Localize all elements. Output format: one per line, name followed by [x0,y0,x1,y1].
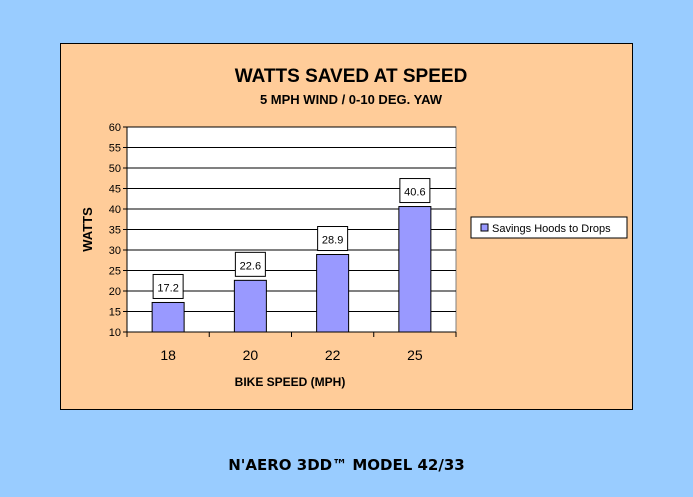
data-label-box [234,251,266,277]
y-tick-label: 40 [109,204,121,216]
data-label-box [152,273,184,299]
x-tick-label: 18 [160,347,176,363]
y-tick-label: 15 [109,307,121,319]
x-tick-label: 22 [325,347,341,363]
bar [398,206,432,333]
data-label: 28.9 [322,235,343,247]
y-tick-label: 30 [109,245,121,257]
legend-label: Savings Hoods to Drops [492,223,611,235]
bar [233,279,267,333]
data-label-box [317,226,349,252]
chart-title: WATTS SAVED AT SPEED [235,66,468,87]
bar [316,254,350,333]
chart-subtitle: 5 MPH WIND / 0-10 DEG. YAW [260,92,443,107]
data-label: 40.6 [404,187,425,199]
x-axis-title: BIKE SPEED (MPH) [235,375,346,389]
legend-box [470,216,628,239]
bar [151,301,185,333]
x-tick-label: 25 [407,347,423,363]
data-label: 22.6 [240,260,261,272]
y-tick-label: 45 [109,184,121,196]
footer-caption: N'AERO 3DD™ MODEL 42/33 [228,456,465,474]
y-tick-label: 20 [109,286,121,298]
data-label: 17.2 [157,282,178,294]
x-tick-label: 20 [243,347,259,363]
y-tick-label: 55 [109,143,121,155]
y-tick-label: 10 [109,327,121,339]
legend-swatch [480,223,489,232]
bar-chart: WATTS SAVED AT SPEED 5 MPH WIND / 0-10 DE… [80,66,628,389]
data-label-box [399,178,431,204]
y-tick-label: 50 [109,163,121,175]
y-axis-title: WATTS [80,207,95,252]
y-tick-label: 35 [109,225,121,237]
y-tick-label: 60 [109,122,121,134]
y-tick-label: 25 [109,266,121,278]
chart-panel: WATTS SAVED AT SPEED 5 MPH WIND / 0-10 DE… [60,43,633,410]
